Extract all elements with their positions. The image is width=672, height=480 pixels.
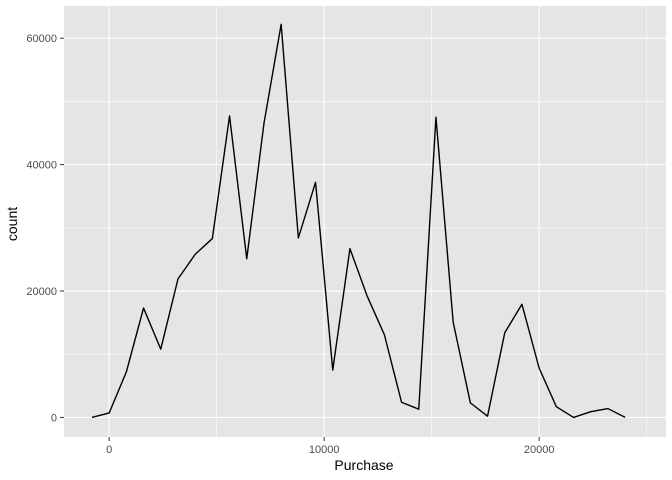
x-tick-label: 10000	[309, 444, 340, 456]
y-axis: 0 20000 40000 60000	[26, 33, 64, 424]
y-tick-label: 20000	[26, 286, 57, 298]
major-grid	[64, 6, 666, 437]
y-tick-label: 40000	[26, 160, 57, 172]
y-axis-title: count	[4, 207, 20, 241]
plot-panel	[64, 6, 666, 437]
series-line	[91, 23, 626, 419]
x-axis-title: Purchase	[334, 457, 393, 473]
x-tick-label: 20000	[524, 444, 555, 456]
series-layer	[91, 23, 626, 419]
x-tick-label: 0	[106, 444, 112, 456]
minor-grid	[64, 6, 666, 437]
x-axis: 0 10000 20000	[106, 437, 554, 456]
y-tick-label: 60000	[26, 33, 57, 45]
y-tick-label: 0	[51, 412, 57, 424]
